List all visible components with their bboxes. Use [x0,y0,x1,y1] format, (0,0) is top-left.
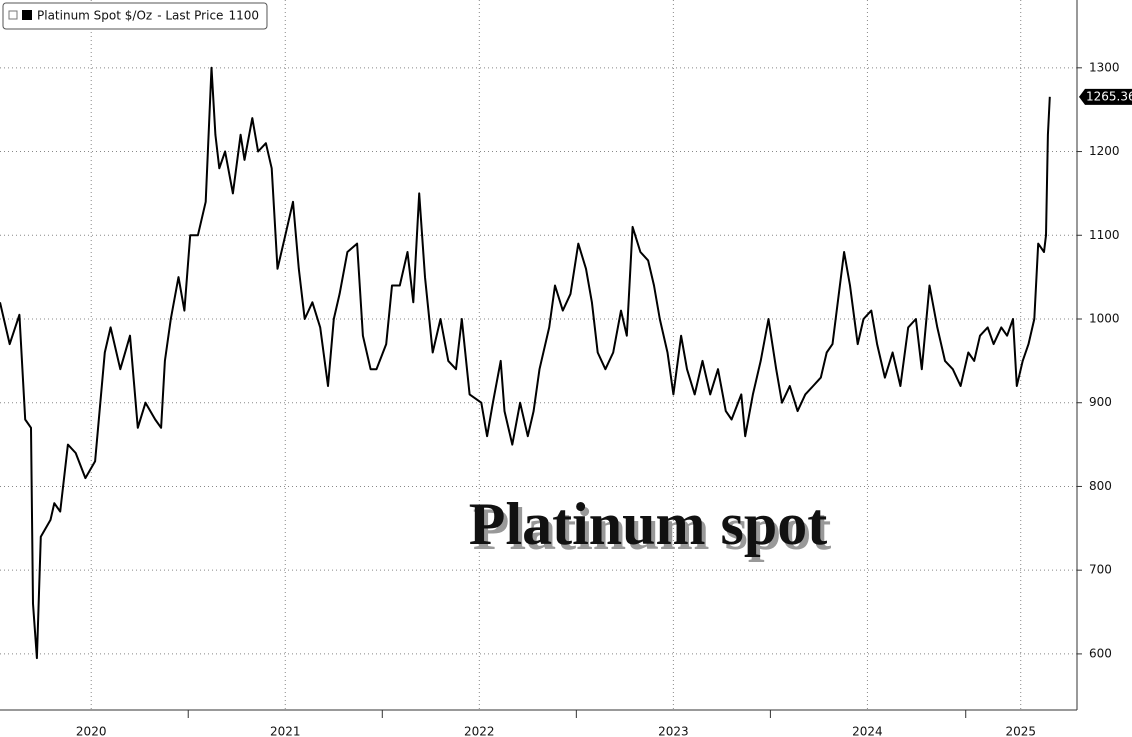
last-price-label: 1265.36 [1086,89,1132,103]
x-tick-label: 2023 [658,725,689,737]
y-tick-label: 900 [1089,395,1112,409]
annotation: Platinum spot [469,491,827,557]
x-tick-label: 2025 [1005,725,1036,737]
legend-suffix: - Last Price [157,9,223,23]
y-tick-label: 800 [1089,479,1112,493]
y-tick-label: 700 [1089,563,1112,577]
legend-toggle [8,10,18,20]
annotation-shadow: Platinum spot [473,496,831,562]
x-tick-label: 2024 [852,725,883,737]
last-price-tag [1079,88,1132,105]
legend-swatch [22,10,32,20]
legend-name: Platinum Spot $/Oz [37,9,152,23]
legend-last-price: 1100 [228,9,259,23]
price-line [0,66,1051,660]
x-tick-label: 2020 [76,725,107,737]
x-tick-label: 2021 [270,725,301,737]
legend-box [2,2,268,30]
y-tick-label: 1300 [1089,60,1120,74]
y-tick-label: 600 [1089,646,1112,660]
y-tick-label: 1200 [1089,144,1120,158]
grid [0,0,1077,710]
x-tick-label: 2022 [464,725,495,737]
y-tick-label: 1100 [1089,228,1120,242]
legend: Platinum Spot $/Oz - Last Price 1100 [2,2,268,30]
y-tick-label: 1000 [1089,311,1120,325]
